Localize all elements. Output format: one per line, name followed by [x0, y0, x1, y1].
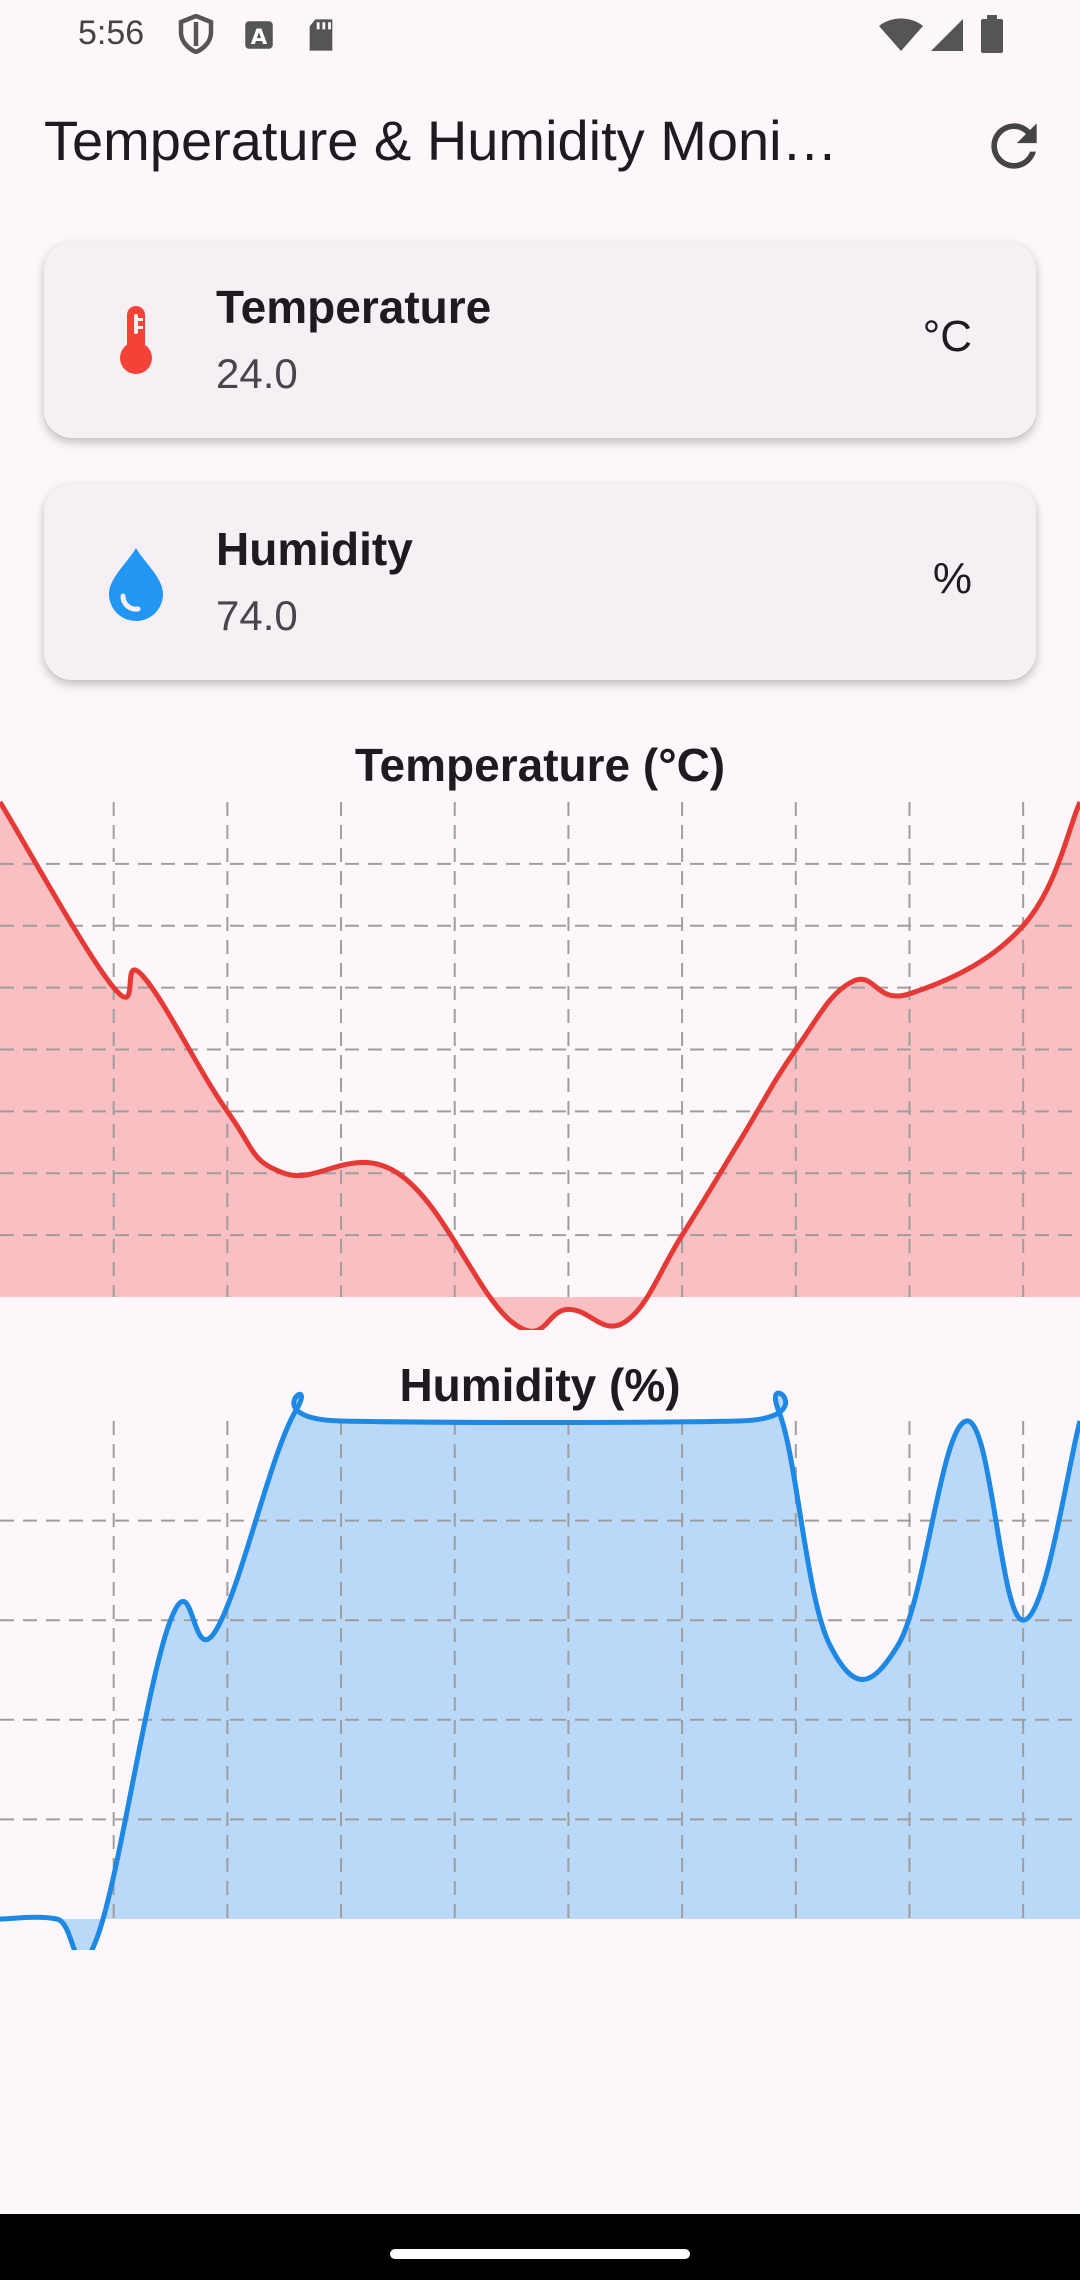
refresh-button[interactable] — [980, 112, 1048, 180]
shield-icon — [178, 14, 214, 54]
humidity-unit: % — [932, 554, 972, 603]
humidity-chart-plot — [0, 1390, 1080, 1950]
temperature-chart-plot — [0, 800, 1080, 1330]
humidity-chart-title: Humidity (%) — [399, 1359, 681, 1411]
temperature-value: 24.0 — [216, 350, 298, 397]
temperature-card: Temperature 24.0 °C — [44, 242, 1036, 438]
humidity-label: Humidity — [216, 523, 413, 575]
app-bar: Temperature & Humidity Moni… — [0, 90, 1080, 190]
refresh-icon — [991, 123, 1037, 169]
humidity-card: Humidity 74.0 % — [44, 484, 1036, 680]
battery-icon — [981, 15, 1003, 53]
page-title: Temperature & Humidity Moni… — [44, 109, 838, 172]
navigation-bar — [0, 2214, 1080, 2280]
temperature-unit: °C — [922, 312, 972, 361]
status-time: 5:56 — [78, 14, 145, 52]
sd-card-icon — [309, 19, 333, 51]
water-drop-icon — [109, 548, 163, 621]
home-indicator[interactable] — [390, 2249, 690, 2259]
text-a-icon: A — [245, 21, 273, 50]
humidity-chart-area-fill — [0, 1393, 1080, 1950]
wifi-icon — [879, 18, 923, 51]
svg-text:A: A — [251, 25, 268, 50]
temperature-chart-grid — [0, 802, 1080, 1297]
thermometer-icon — [120, 306, 152, 374]
humidity-chart-series-line — [0, 1390, 1080, 1950]
cellular-signal-icon — [931, 19, 963, 51]
humidity-value: 74.0 — [216, 592, 298, 639]
temperature-chart-title: Temperature (°C) — [354, 739, 726, 791]
status-bar: 5:56 A — [0, 0, 1080, 70]
temperature-chart-area-fill — [0, 802, 1080, 1330]
temperature-label: Temperature — [216, 281, 492, 333]
temperature-chart: Temperature (°C) — [0, 730, 1080, 1330]
humidity-chart: Humidity (%) — [0, 1350, 1080, 1950]
humidity-chart-grid — [0, 1421, 1080, 1919]
